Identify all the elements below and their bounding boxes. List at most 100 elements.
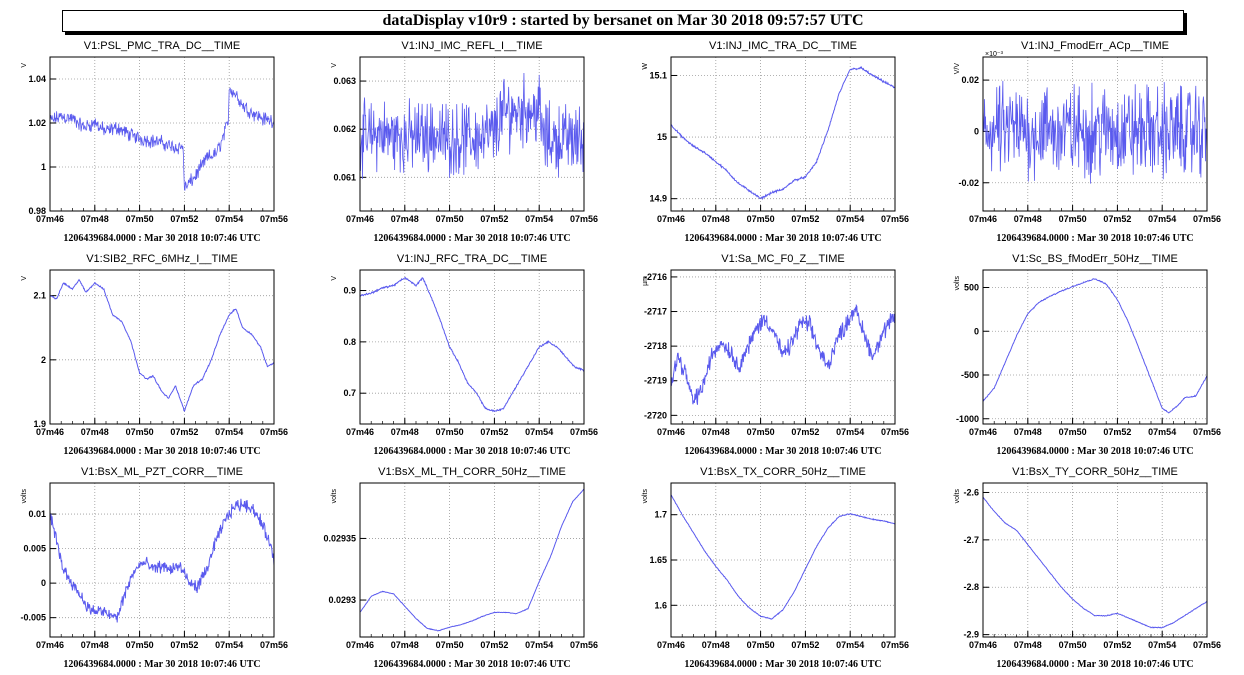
x-tick-label: 07m48 (81, 427, 109, 437)
plot-border (670, 56, 896, 212)
y-tick-label: 0.9 (343, 286, 356, 296)
y-axis-label: V (331, 63, 338, 68)
x-tick-label: 07m50 (126, 214, 154, 224)
chart-title: V1:Sa_MC_F0_Z__TIME (721, 253, 845, 265)
x-tick-label: 07m46 (346, 640, 374, 650)
x-tick-label: 07m46 (657, 427, 685, 437)
x-tick-label: 07m50 (1059, 640, 1087, 650)
series-line (983, 278, 1207, 414)
x-tick-label: 07m48 (1014, 214, 1042, 224)
chart-title: V1:SIB2_RFC_6MHz_I__TIME (86, 253, 238, 265)
plot-frame (670, 56, 896, 212)
x-tick-label: 07m48 (81, 214, 109, 224)
y-tick-label: 15.1 (649, 70, 667, 80)
series-line (50, 498, 274, 623)
x-tick-label: 07m54 (525, 427, 553, 437)
y-tick-label: -2.6 (963, 487, 979, 497)
x-tick-label: 07m50 (747, 214, 775, 224)
chart-title: V1:INJ_FmodErr_ACp__TIME (1021, 40, 1169, 52)
x-tick-label: 07m46 (969, 640, 997, 650)
x-tick-label: 07m50 (1059, 427, 1087, 437)
y-tick-label: 0 (974, 126, 979, 136)
y-tick-label: -2716 (644, 272, 667, 282)
y-tick-label: 15 (657, 132, 667, 142)
x-tick-label: 07m46 (657, 640, 685, 650)
x-tick-label: 07m52 (1103, 214, 1131, 224)
x-tick-label: 07m48 (702, 640, 730, 650)
chart-footer-timestamp: 1206439684.0000 : Mar 30 2018 10:07:46 U… (373, 659, 570, 670)
y-tick-label: 0.02935 (323, 533, 356, 543)
series-line (50, 87, 274, 191)
x-tick-label: 07m52 (170, 214, 198, 224)
plot-border (359, 56, 585, 212)
x-tick-label: 07m50 (747, 640, 775, 650)
chart-panel-2: V1:INJ_IMC_REFL_I__TIME 07m46 07m48 07m50 07… (331, 40, 598, 244)
y-tick-label: 1 (41, 162, 46, 172)
y-tick-label: 0 (41, 578, 46, 588)
x-tick-label: 07m56 (881, 427, 909, 437)
plot-frame (49, 269, 275, 425)
x-tick-label: 07m56 (570, 427, 598, 437)
x-tick-label: 07m52 (1103, 427, 1131, 437)
x-tick-label: 07m46 (657, 214, 685, 224)
x-tick-label: 07m56 (1193, 640, 1221, 650)
plot-frame (982, 482, 1208, 638)
y-tick-label: 0.8 (343, 337, 356, 347)
x-tick-label: 07m54 (525, 214, 553, 224)
x-tick-label: 07m50 (436, 214, 464, 224)
y-tick-label: 0.061 (333, 172, 356, 182)
plot-frame (670, 269, 896, 425)
plot-frame (49, 56, 275, 212)
y-tick-label: -2717 (644, 307, 667, 317)
plot-border (982, 482, 1208, 638)
chart-footer-timestamp: 1206439684.0000 : Mar 30 2018 10:07:46 U… (996, 659, 1193, 670)
x-tick-label: 07m56 (1193, 427, 1221, 437)
x-tick-label: 07m56 (260, 214, 288, 224)
y-tick-label: -0.005 (20, 613, 46, 623)
series-line (671, 494, 895, 620)
y-axis-label: volts (954, 489, 961, 504)
y-tick-label: 0.005 (23, 544, 46, 554)
chart-title: V1:BsX_TY_CORR_50Hz__TIME (1012, 466, 1178, 478)
chart-panel-9: V1:BsX_ML_PZT_CORR__TIME 07m46 07m48 07m50 0… (20, 466, 288, 670)
x-tick-label: 07m46 (969, 214, 997, 224)
chart-footer-timestamp: 1206439684.0000 : Mar 30 2018 10:07:46 U… (373, 233, 570, 244)
x-tick-label: 07m46 (36, 640, 64, 650)
x-tick-label: 07m54 (1148, 214, 1176, 224)
y-tick-label: 0.0293 (328, 595, 356, 605)
plot-frame (982, 269, 1208, 425)
x-tick-label: 07m52 (1103, 640, 1131, 650)
y-tick-label: 1.02 (28, 118, 46, 128)
chart-panel-12: V1:BsX_TY_CORR_50Hz__TIME 07m46 07m48 07m50… (954, 466, 1221, 670)
series-line (360, 73, 584, 179)
x-tick-label: 07m52 (170, 640, 198, 650)
x-tick-label: 07m50 (436, 640, 464, 650)
y-tick-label: 0.02 (961, 75, 979, 85)
x-tick-label: 07m52 (480, 214, 508, 224)
y-tick-label: -0.02 (958, 178, 979, 188)
y-tick-label: -2.8 (963, 582, 979, 592)
x-tick-label: 07m54 (836, 214, 864, 224)
x-tick-label: 07m54 (215, 640, 243, 650)
chart-footer-timestamp: 1206439684.0000 : Mar 30 2018 10:07:46 U… (684, 659, 881, 670)
chart-title: V1:BsX_ML_PZT_CORR__TIME (81, 466, 243, 478)
x-tick-label: 07m46 (346, 427, 374, 437)
y-axis-label: V (21, 63, 28, 68)
x-tick-label: 07m46 (36, 214, 64, 224)
chart-panel-8: V1:Sc_BS_fModErr_50Hz__TIME 07m46 07m48 07m… (954, 253, 1221, 457)
chart-title: V1:INJ_IMC_TRA_DC__TIME (709, 40, 857, 52)
x-tick-label: 07m46 (36, 427, 64, 437)
y-tick-label: -2718 (644, 341, 667, 351)
series-line (671, 66, 895, 201)
x-tick-label: 07m52 (170, 427, 198, 437)
plot-border (670, 482, 896, 638)
y-tick-label: 1.6 (654, 600, 667, 610)
y-tick-label: 1.65 (649, 555, 667, 565)
y-tick-label: 1.9 (33, 419, 46, 429)
y-axis-label: volts (642, 489, 649, 504)
x-tick-label: 07m56 (881, 214, 909, 224)
chart-panel-4: V1:INJ_FmodErr_ACp__TIME 07m46 07m48 07m50 0… (954, 40, 1221, 244)
chart-title: V1:INJ_IMC_REFL_I__TIME (401, 40, 542, 52)
chart-footer-timestamp: 1206439684.0000 : Mar 30 2018 10:07:46 U… (63, 446, 260, 457)
